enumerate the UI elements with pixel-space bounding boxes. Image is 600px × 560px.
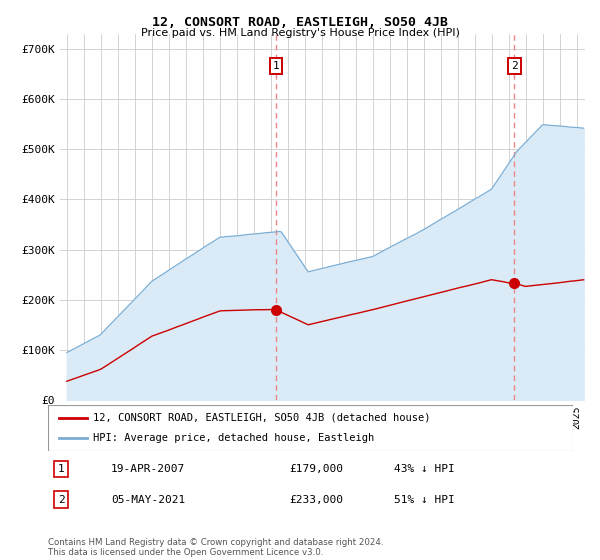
Text: 43% ↓ HPI: 43% ↓ HPI — [395, 464, 455, 474]
Text: 2: 2 — [58, 495, 65, 505]
Text: 2: 2 — [511, 61, 518, 71]
Text: 12, CONSORT ROAD, EASTLEIGH, SO50 4JB: 12, CONSORT ROAD, EASTLEIGH, SO50 4JB — [152, 16, 448, 29]
Text: 1: 1 — [58, 464, 65, 474]
Text: 05-MAY-2021: 05-MAY-2021 — [111, 495, 185, 505]
Text: £179,000: £179,000 — [290, 464, 343, 474]
Text: HPI: Average price, detached house, Eastleigh: HPI: Average price, detached house, East… — [92, 433, 374, 443]
Text: 19-APR-2007: 19-APR-2007 — [111, 464, 185, 474]
FancyBboxPatch shape — [48, 405, 573, 451]
Text: Price paid vs. HM Land Registry's House Price Index (HPI): Price paid vs. HM Land Registry's House … — [140, 28, 460, 38]
Text: 51% ↓ HPI: 51% ↓ HPI — [395, 495, 455, 505]
Text: 1: 1 — [272, 61, 279, 71]
Text: Contains HM Land Registry data © Crown copyright and database right 2024.
This d: Contains HM Land Registry data © Crown c… — [48, 538, 383, 557]
Text: £233,000: £233,000 — [290, 495, 343, 505]
Text: 12, CONSORT ROAD, EASTLEIGH, SO50 4JB (detached house): 12, CONSORT ROAD, EASTLEIGH, SO50 4JB (d… — [92, 413, 430, 423]
